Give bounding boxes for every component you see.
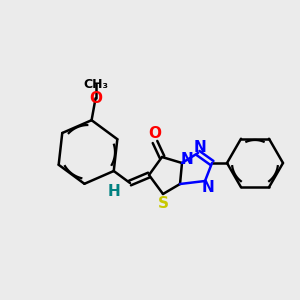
Text: O: O (148, 127, 161, 142)
Text: O: O (89, 91, 102, 106)
Text: N: N (181, 152, 194, 166)
Text: CH₃: CH₃ (83, 78, 108, 91)
Text: H: H (108, 184, 120, 200)
Text: S: S (158, 196, 169, 211)
Text: N: N (202, 181, 214, 196)
Text: N: N (194, 140, 206, 154)
